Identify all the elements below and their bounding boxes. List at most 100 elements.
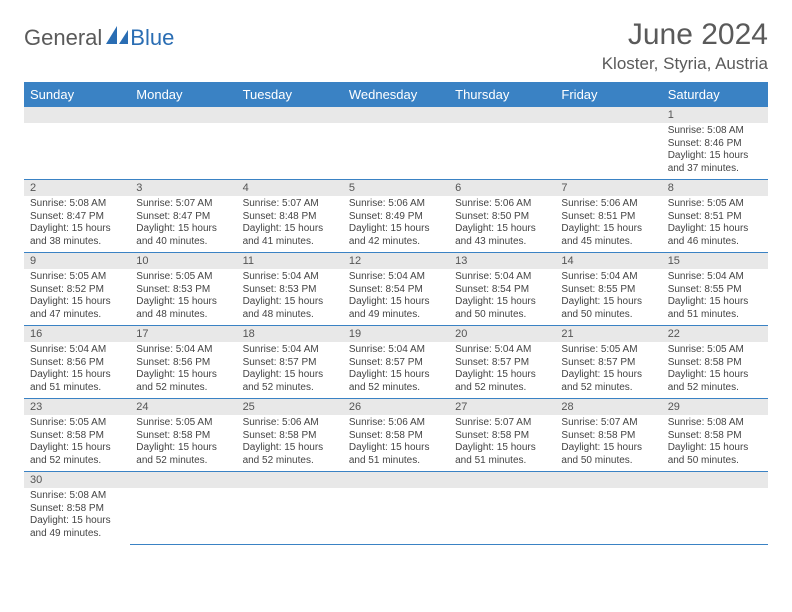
calendar-cell: 10Sunrise: 5:05 AMSunset: 8:53 PMDayligh… [130,253,236,326]
day-details: Sunrise: 5:06 AMSunset: 8:58 PMDaylight:… [237,415,343,471]
day-number: 26 [343,399,449,415]
logo-sail-icon [104,24,130,51]
calendar-cell: 29Sunrise: 5:08 AMSunset: 8:58 PMDayligh… [662,399,768,472]
day-number-empty [449,472,555,488]
daylight-line: Daylight: 15 hours and 50 minutes. [561,296,655,321]
calendar-cell: 28Sunrise: 5:07 AMSunset: 8:58 PMDayligh… [555,399,661,472]
daylight-line: Daylight: 15 hours and 51 minutes. [455,442,549,467]
day-number: 3 [130,180,236,196]
daylight-line: Daylight: 15 hours and 41 minutes. [243,223,337,248]
weekday-header: Tuesday [237,82,343,107]
sunrise-line: Sunrise: 5:05 AM [30,417,124,430]
day-number-empty [449,107,555,123]
day-number: 20 [449,326,555,342]
day-details: Sunrise: 5:06 AMSunset: 8:50 PMDaylight:… [449,196,555,252]
day-number: 22 [662,326,768,342]
sunset-line: Sunset: 8:57 PM [455,357,549,370]
sunset-line: Sunset: 8:58 PM [668,430,762,443]
daylight-line: Daylight: 15 hours and 52 minutes. [668,369,762,394]
calendar-cell [555,472,661,545]
weekday-header: Monday [130,82,236,107]
daylight-line: Daylight: 15 hours and 46 minutes. [668,223,762,248]
calendar-cell [662,472,768,545]
day-details: Sunrise: 5:05 AMSunset: 8:58 PMDaylight:… [130,415,236,471]
calendar-cell: 7Sunrise: 5:06 AMSunset: 8:51 PMDaylight… [555,180,661,253]
calendar-cell: 4Sunrise: 5:07 AMSunset: 8:48 PMDaylight… [237,180,343,253]
calendar-cell: 9Sunrise: 5:05 AMSunset: 8:52 PMDaylight… [24,253,130,326]
day-details: Sunrise: 5:06 AMSunset: 8:49 PMDaylight:… [343,196,449,252]
sunrise-line: Sunrise: 5:04 AM [243,344,337,357]
sunrise-line: Sunrise: 5:07 AM [561,417,655,430]
day-number-empty [343,472,449,488]
sunset-line: Sunset: 8:55 PM [668,284,762,297]
calendar-row: 9Sunrise: 5:05 AMSunset: 8:52 PMDaylight… [24,253,768,326]
sunset-line: Sunset: 8:52 PM [30,284,124,297]
sunrise-line: Sunrise: 5:04 AM [561,271,655,284]
weekday-header: Wednesday [343,82,449,107]
weekday-header: Saturday [662,82,768,107]
day-details: Sunrise: 5:05 AMSunset: 8:58 PMDaylight:… [24,415,130,471]
day-number: 19 [343,326,449,342]
day-details: Sunrise: 5:04 AMSunset: 8:56 PMDaylight:… [130,342,236,398]
calendar-cell: 26Sunrise: 5:06 AMSunset: 8:58 PMDayligh… [343,399,449,472]
daylight-line: Daylight: 15 hours and 52 minutes. [136,369,230,394]
daylight-line: Daylight: 15 hours and 48 minutes. [136,296,230,321]
sunrise-line: Sunrise: 5:07 AM [243,198,337,211]
day-details: Sunrise: 5:04 AMSunset: 8:57 PMDaylight:… [343,342,449,398]
calendar-cell: 12Sunrise: 5:04 AMSunset: 8:54 PMDayligh… [343,253,449,326]
day-number: 23 [24,399,130,415]
calendar-cell: 19Sunrise: 5:04 AMSunset: 8:57 PMDayligh… [343,326,449,399]
sunset-line: Sunset: 8:51 PM [561,211,655,224]
sunrise-line: Sunrise: 5:04 AM [455,271,549,284]
sunset-line: Sunset: 8:58 PM [243,430,337,443]
weekday-header: Thursday [449,82,555,107]
day-details: Sunrise: 5:04 AMSunset: 8:55 PMDaylight:… [662,269,768,325]
day-number: 18 [237,326,343,342]
weekday-header-row: Sunday Monday Tuesday Wednesday Thursday… [24,82,768,107]
day-details: Sunrise: 5:06 AMSunset: 8:58 PMDaylight:… [343,415,449,471]
day-number: 24 [130,399,236,415]
logo-text-blue: Blue [130,25,174,51]
day-details: Sunrise: 5:05 AMSunset: 8:57 PMDaylight:… [555,342,661,398]
day-number: 1 [662,107,768,123]
day-details: Sunrise: 5:05 AMSunset: 8:58 PMDaylight:… [662,342,768,398]
day-number: 25 [237,399,343,415]
day-number-empty [662,472,768,488]
day-details: Sunrise: 5:07 AMSunset: 8:47 PMDaylight:… [130,196,236,252]
sunrise-line: Sunrise: 5:05 AM [561,344,655,357]
sunrise-line: Sunrise: 5:07 AM [455,417,549,430]
daylight-line: Daylight: 15 hours and 51 minutes. [30,369,124,394]
sunrise-line: Sunrise: 5:08 AM [30,490,124,503]
day-details: Sunrise: 5:08 AMSunset: 8:58 PMDaylight:… [662,415,768,471]
daylight-line: Daylight: 15 hours and 43 minutes. [455,223,549,248]
calendar-cell: 22Sunrise: 5:05 AMSunset: 8:58 PMDayligh… [662,326,768,399]
day-number-empty [130,107,236,123]
day-details: Sunrise: 5:08 AMSunset: 8:46 PMDaylight:… [662,123,768,179]
calendar-cell: 8Sunrise: 5:05 AMSunset: 8:51 PMDaylight… [662,180,768,253]
day-details: Sunrise: 5:04 AMSunset: 8:57 PMDaylight:… [449,342,555,398]
calendar-cell [24,107,130,180]
daylight-line: Daylight: 15 hours and 42 minutes. [349,223,443,248]
daylight-line: Daylight: 15 hours and 38 minutes. [30,223,124,248]
day-details: Sunrise: 5:07 AMSunset: 8:58 PMDaylight:… [449,415,555,471]
calendar-cell [130,107,236,180]
day-number-empty [555,107,661,123]
day-details: Sunrise: 5:04 AMSunset: 8:55 PMDaylight:… [555,269,661,325]
calendar-cell: 2Sunrise: 5:08 AMSunset: 8:47 PMDaylight… [24,180,130,253]
calendar-cell: 11Sunrise: 5:04 AMSunset: 8:53 PMDayligh… [237,253,343,326]
calendar-cell: 15Sunrise: 5:04 AMSunset: 8:55 PMDayligh… [662,253,768,326]
sunset-line: Sunset: 8:57 PM [561,357,655,370]
sunrise-line: Sunrise: 5:05 AM [30,271,124,284]
sunrise-line: Sunrise: 5:06 AM [349,198,443,211]
sunrise-line: Sunrise: 5:04 AM [349,271,443,284]
day-number: 5 [343,180,449,196]
calendar-cell: 30Sunrise: 5:08 AMSunset: 8:58 PMDayligh… [24,472,130,545]
daylight-line: Daylight: 15 hours and 37 minutes. [668,150,762,175]
calendar-cell [237,472,343,545]
daylight-line: Daylight: 15 hours and 52 minutes. [243,369,337,394]
calendar-cell: 6Sunrise: 5:06 AMSunset: 8:50 PMDaylight… [449,180,555,253]
calendar-cell [343,472,449,545]
sunrise-line: Sunrise: 5:08 AM [30,198,124,211]
day-number: 12 [343,253,449,269]
day-details: Sunrise: 5:06 AMSunset: 8:51 PMDaylight:… [555,196,661,252]
